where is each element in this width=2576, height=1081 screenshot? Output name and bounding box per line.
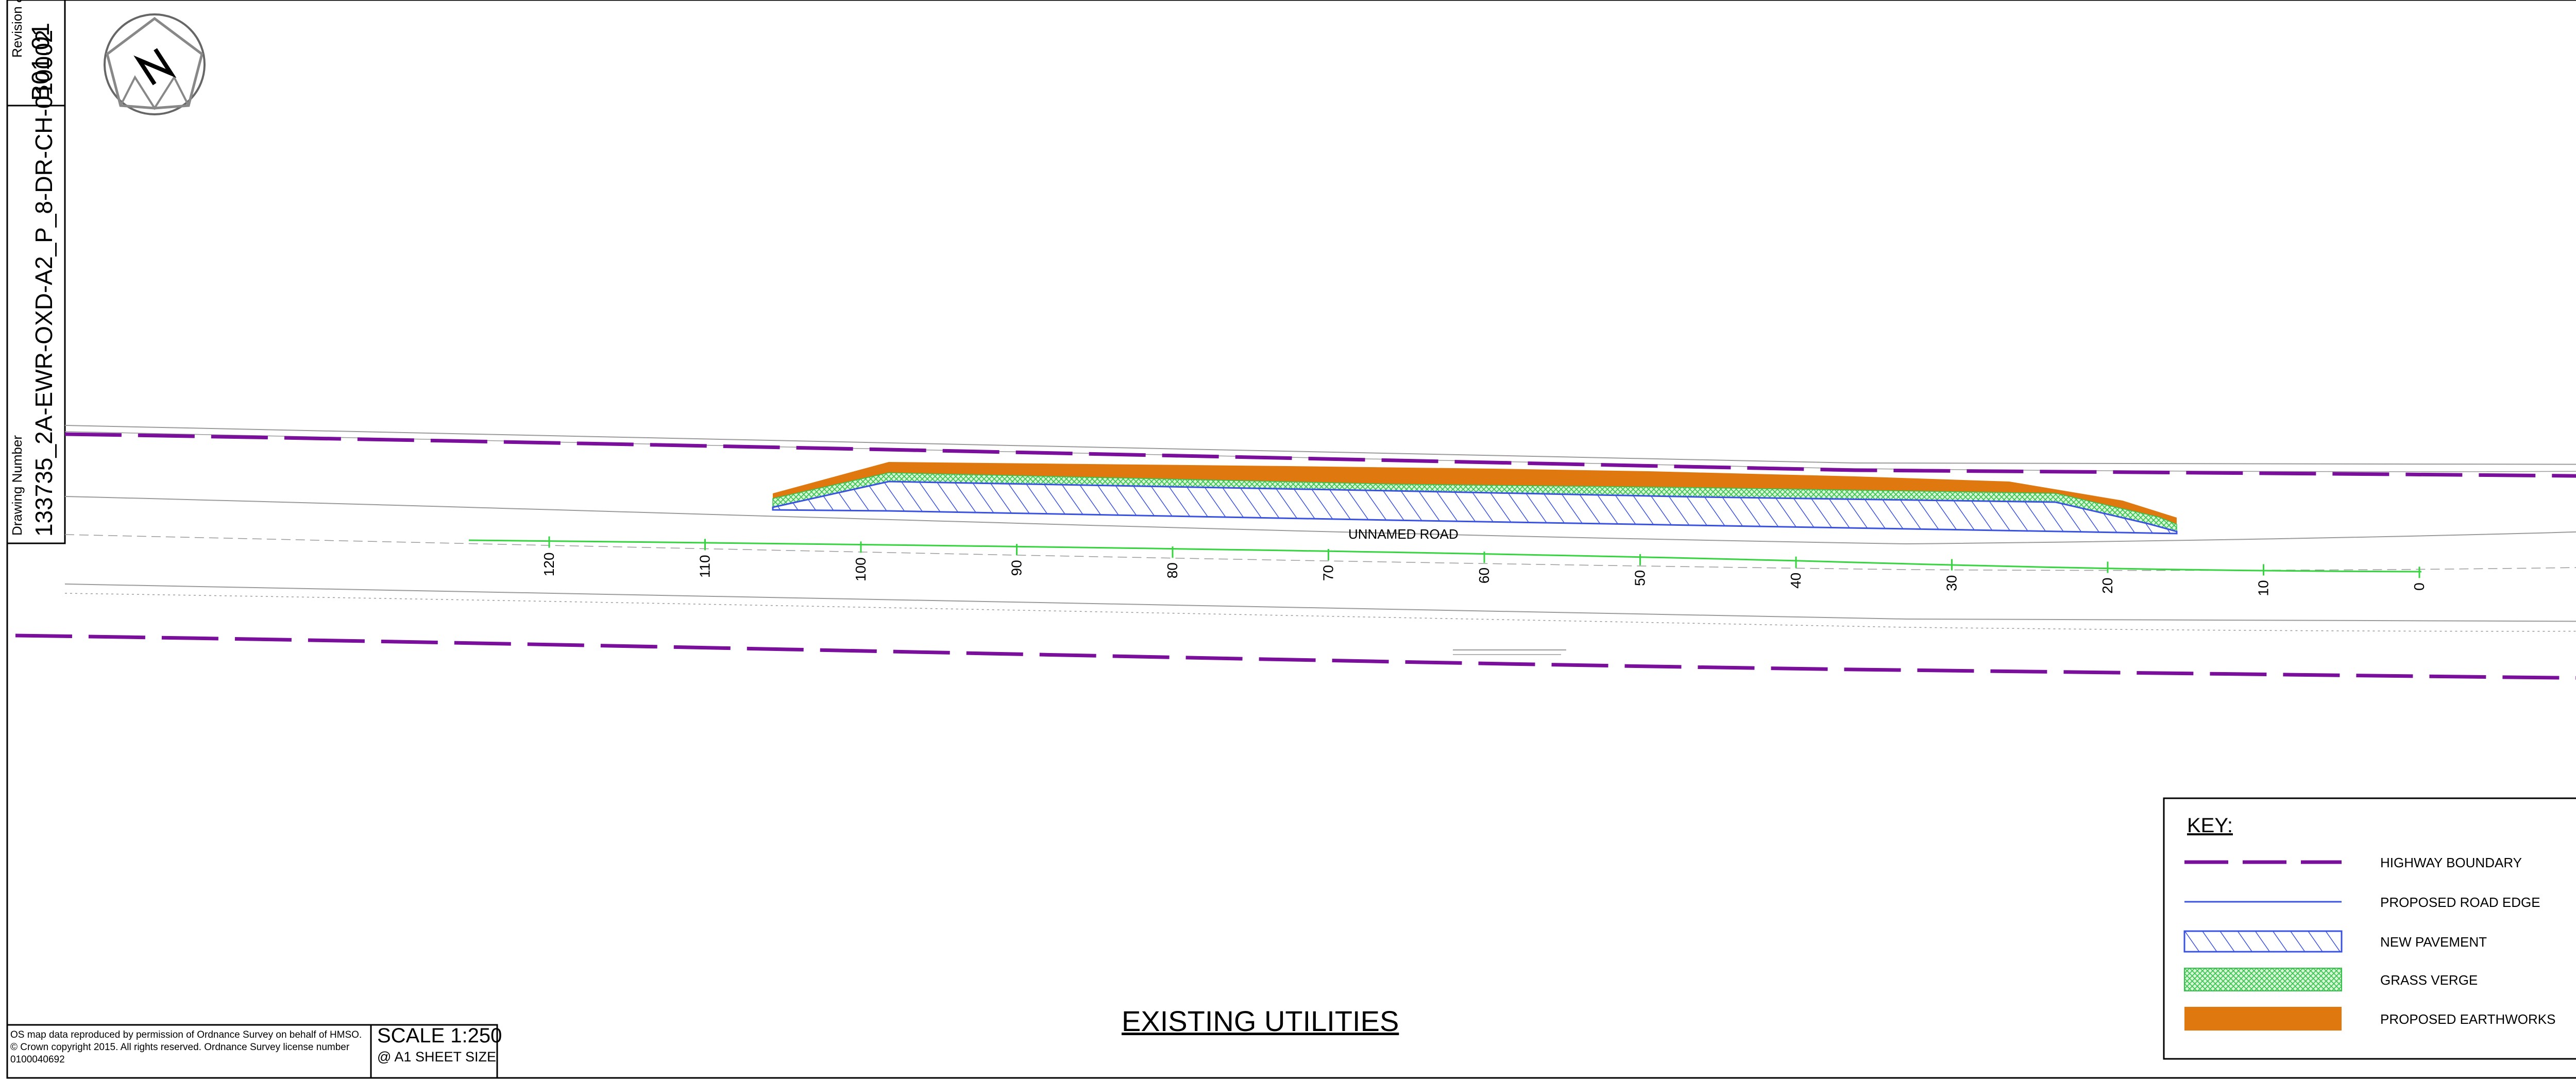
drawing-title: EXISTING UTILITIES <box>1122 1005 1399 1037</box>
chainage-label: 0 <box>2411 582 2427 591</box>
chainage-label: 50 <box>1632 570 1648 586</box>
key-label-earthworks: PROPOSED EARTHWORKS <box>2380 1011 2556 1027</box>
key-label-highway-boundary: HIGHWAY BOUNDARY <box>2380 855 2522 870</box>
key-title: KEY: <box>2187 814 2233 837</box>
chainage-line: 120 110 100 90 80 70 60 50 40 30 20 10 0 <box>468 536 2427 596</box>
chainage-label: 10 <box>2256 580 2272 596</box>
title-block <box>6 0 66 544</box>
os-copyright-notice: OS map data reproduced by permission of … <box>10 1029 362 1065</box>
new-pavement-area <box>772 481 2178 535</box>
north-arrow-icon <box>104 13 206 115</box>
key-label-new-pavement: NEW PAVEMENT <box>2380 934 2487 950</box>
highway-boundary-lines <box>15 432 2576 680</box>
key-label-grass-verge: GRASS VERGE <box>2380 972 2478 988</box>
drawing-number-label: Drawing Number <box>9 435 25 536</box>
chainage-label: 40 <box>1788 573 1804 589</box>
chainage-label: 20 <box>2099 578 2115 594</box>
earthworks-area <box>773 462 2177 524</box>
chainage-label: 30 <box>1944 575 1960 591</box>
chainage-label: 90 <box>1009 560 1025 576</box>
proposed-works <box>772 462 2178 535</box>
key-label-road-edge: PROPOSED ROAD EDGE <box>2380 895 2540 910</box>
key-symbol-earthworks <box>2184 1007 2342 1031</box>
road-name-label: UNNAMED ROAD <box>1348 526 1459 542</box>
chainage-label: 70 <box>1320 565 1336 581</box>
key-symbol-new-pavement <box>2183 930 2343 953</box>
key-symbol-grass-verge <box>2184 968 2342 991</box>
sheet-border <box>6 0 2576 1079</box>
scale-label: SCALE 1:250 <box>377 1024 502 1047</box>
chainage-label: 110 <box>697 555 713 578</box>
sheet-size-label: @ A1 SHEET SIZE <box>377 1049 496 1065</box>
revision-label: Revision & Versi <box>9 0 25 58</box>
drawing-number-value: 133735_2A-EWR-OXD-A2_P_8-DR-CH-010002 <box>30 29 57 537</box>
chainage-label: 80 <box>1164 562 1180 578</box>
chainage-label: 100 <box>853 557 869 581</box>
chainage-label: 60 <box>1476 568 1492 584</box>
scale-box <box>6 1024 498 1079</box>
key-box <box>2163 797 2576 1060</box>
chainage-label: 120 <box>541 553 557 577</box>
